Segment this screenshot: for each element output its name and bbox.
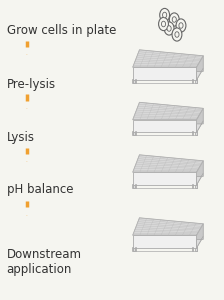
- Polygon shape: [133, 50, 203, 67]
- Polygon shape: [133, 172, 197, 185]
- Text: Grow cells in plate: Grow cells in plate: [7, 24, 116, 37]
- Polygon shape: [133, 155, 203, 172]
- Circle shape: [179, 23, 183, 28]
- Circle shape: [167, 26, 171, 31]
- Text: pH balance: pH balance: [7, 183, 73, 196]
- Polygon shape: [197, 121, 203, 132]
- Circle shape: [176, 19, 186, 32]
- Polygon shape: [133, 132, 135, 135]
- Polygon shape: [195, 248, 197, 251]
- Polygon shape: [133, 235, 197, 248]
- Polygon shape: [195, 80, 197, 83]
- Polygon shape: [197, 236, 203, 248]
- Polygon shape: [197, 161, 203, 185]
- Polygon shape: [195, 185, 197, 188]
- Circle shape: [169, 13, 179, 26]
- Text: Pre-lysis: Pre-lysis: [7, 78, 56, 91]
- Circle shape: [160, 8, 170, 22]
- Polygon shape: [133, 102, 203, 120]
- Polygon shape: [133, 218, 203, 235]
- Polygon shape: [133, 120, 197, 132]
- Circle shape: [159, 17, 168, 31]
- Circle shape: [175, 32, 179, 37]
- Circle shape: [172, 28, 182, 41]
- Polygon shape: [197, 68, 203, 80]
- Polygon shape: [197, 108, 203, 132]
- Polygon shape: [133, 80, 135, 83]
- Polygon shape: [197, 224, 203, 248]
- Circle shape: [172, 17, 176, 22]
- Text: Downstream
application: Downstream application: [7, 248, 82, 275]
- Circle shape: [164, 22, 174, 35]
- Circle shape: [162, 21, 166, 27]
- Text: Lysis: Lysis: [7, 130, 35, 143]
- Polygon shape: [197, 56, 203, 80]
- Polygon shape: [197, 173, 203, 185]
- Polygon shape: [133, 248, 135, 251]
- Polygon shape: [195, 132, 197, 135]
- Circle shape: [163, 12, 167, 18]
- Polygon shape: [133, 185, 135, 188]
- Polygon shape: [133, 67, 197, 80]
